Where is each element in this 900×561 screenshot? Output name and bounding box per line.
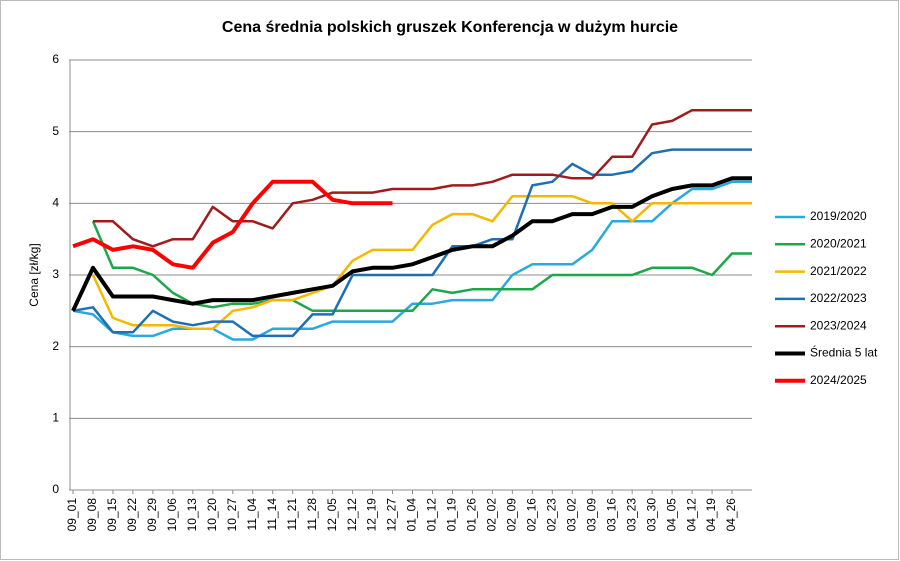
x-tick-label: 09_01 (65, 498, 79, 532)
x-tick-label: 12_12 (345, 498, 359, 532)
legend-label: 2024/2025 (810, 373, 867, 387)
x-tick-label: 03_16 (604, 498, 618, 532)
series-line (91, 220, 752, 313)
x-tick-label: 11_21 (285, 498, 299, 531)
x-tick-label: 09_22 (125, 498, 139, 532)
y-tick-label: 2 (52, 339, 59, 353)
x-tick-label: 02_16 (524, 498, 538, 532)
legend-label: 2022/2023 (810, 291, 867, 305)
x-tick-label: 03_30 (644, 498, 658, 532)
legend-label: 2023/2024 (810, 318, 867, 332)
series-line (71, 176, 752, 312)
series-line (72, 148, 752, 338)
y-axis-label: Cena [zł/kg] (27, 243, 41, 306)
x-tick-label: 11_04 (245, 498, 259, 531)
legend-label: 2021/2022 (810, 264, 867, 278)
x-tick-label: 02_09 (505, 498, 519, 532)
x-tick-label: 10_20 (205, 498, 219, 532)
y-tick-label: 5 (52, 124, 59, 138)
y-tick-label: 6 (52, 52, 59, 66)
x-tick-label: 01_26 (465, 498, 479, 532)
x-tick-label: 12_27 (385, 498, 399, 532)
x-tick-label: 04_12 (684, 498, 698, 532)
chart-title: Cena średnia polskich gruszek Konferencj… (222, 19, 678, 36)
x-tick-label: 03_23 (624, 498, 638, 532)
x-tick-label: 11_28 (305, 498, 319, 531)
x-tick-label: 01_19 (445, 498, 459, 532)
legend-label: Średnia 5 lat (810, 345, 878, 360)
x-tick-label: 11_14 (265, 498, 279, 531)
x-tick-label: 02_23 (544, 498, 558, 532)
x-tick-label: 01_04 (405, 498, 419, 532)
x-tick-label: 03_02 (564, 498, 578, 532)
series-line (93, 108, 752, 248)
x-tick-label: 02_02 (485, 498, 499, 532)
series-line (91, 194, 752, 331)
x-tick-label: 12_05 (325, 498, 339, 532)
x-tick-label: 10_06 (165, 498, 179, 532)
x-tick-label: 09_08 (85, 498, 99, 532)
y-tick-label: 1 (52, 411, 59, 425)
y-tick-label: 0 (52, 482, 59, 496)
x-tick-label: 10_13 (185, 498, 199, 532)
x-tick-label: 04_26 (724, 498, 738, 532)
x-tick-label: 09_29 (145, 498, 159, 532)
x-tick-label: 04_05 (664, 498, 678, 532)
y-tick-label: 3 (52, 267, 59, 281)
y-tick-label: 4 (52, 196, 59, 210)
legend-label: 2019/2020 (810, 209, 867, 223)
x-tick-label: 10_27 (225, 498, 239, 532)
x-tick-label: 01_12 (425, 498, 439, 532)
x-tick-label: 04_19 (704, 498, 718, 532)
x-tick-label: 12_19 (365, 498, 379, 532)
legend-label: 2020/2021 (810, 236, 867, 250)
x-tick-label: 03_09 (584, 498, 598, 532)
x-tick-label: 09_15 (105, 498, 119, 532)
series-line (72, 179, 393, 270)
